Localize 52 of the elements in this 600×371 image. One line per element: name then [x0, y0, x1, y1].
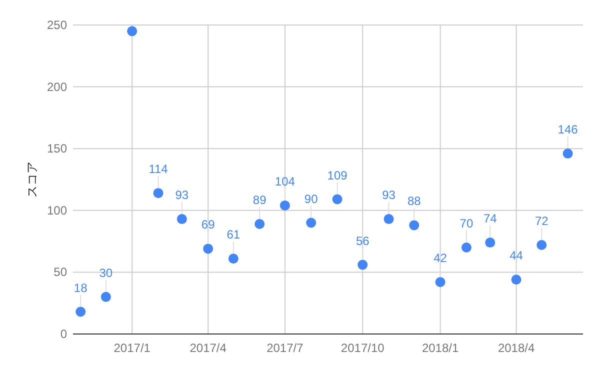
- data-label: 56: [356, 234, 370, 248]
- data-label: 114: [148, 162, 168, 176]
- point: [435, 277, 446, 288]
- x-tick-label: 2017/4: [190, 341, 227, 355]
- y-axis-title: スコア: [25, 162, 39, 198]
- data-label: 104: [274, 174, 296, 188]
- point: [153, 188, 164, 198]
- point: [409, 220, 420, 230]
- data-label: 90: [304, 192, 318, 206]
- x-tick-label: 2017/1: [114, 341, 151, 355]
- point: [228, 254, 238, 264]
- data-label: 146: [558, 122, 578, 137]
- point: [461, 242, 472, 252]
- data-label: 61: [226, 228, 240, 242]
- x-tick-label: 2017/10: [340, 341, 385, 355]
- data-label: 72: [534, 214, 549, 228]
- point: [511, 274, 522, 285]
- data-label: 18: [74, 280, 88, 295]
- point: [384, 214, 394, 224]
- point: [280, 200, 290, 210]
- data-label: 69: [201, 218, 216, 232]
- data-label: 42: [434, 251, 448, 266]
- point: [76, 306, 86, 317]
- data-label: 109: [327, 168, 348, 182]
- point: [254, 218, 265, 229]
- y-tick-label: 150: [46, 142, 68, 156]
- data-label: 93: [175, 188, 189, 202]
- y-tick-label: 200: [46, 80, 68, 94]
- point: [485, 238, 496, 248]
- point: [306, 218, 316, 228]
- y-tick-label: 250: [46, 18, 68, 32]
- point: [203, 244, 214, 254]
- data-label: 44: [510, 248, 524, 263]
- data-label: 89: [252, 192, 267, 207]
- y-tick-label: 50: [54, 265, 68, 280]
- point: [562, 148, 573, 159]
- point: [176, 214, 187, 224]
- x-tick-label: 2018/1: [422, 341, 459, 355]
- point: [127, 26, 138, 36]
- data-label: 93: [382, 188, 396, 202]
- data-label: 74: [483, 212, 498, 226]
- point: [536, 240, 547, 250]
- point: [100, 292, 111, 302]
- data-label: 88: [407, 194, 422, 208]
- point: [332, 194, 342, 204]
- y-tick-label: 0: [60, 327, 68, 341]
- point: [358, 260, 368, 270]
- data-label: 70: [460, 216, 474, 230]
- x-tick-label: 2018/4: [498, 341, 535, 355]
- data-label: 30: [99, 266, 113, 280]
- y-tick-label: 100: [46, 203, 68, 218]
- x-tick-label: 2017/7: [266, 341, 304, 355]
